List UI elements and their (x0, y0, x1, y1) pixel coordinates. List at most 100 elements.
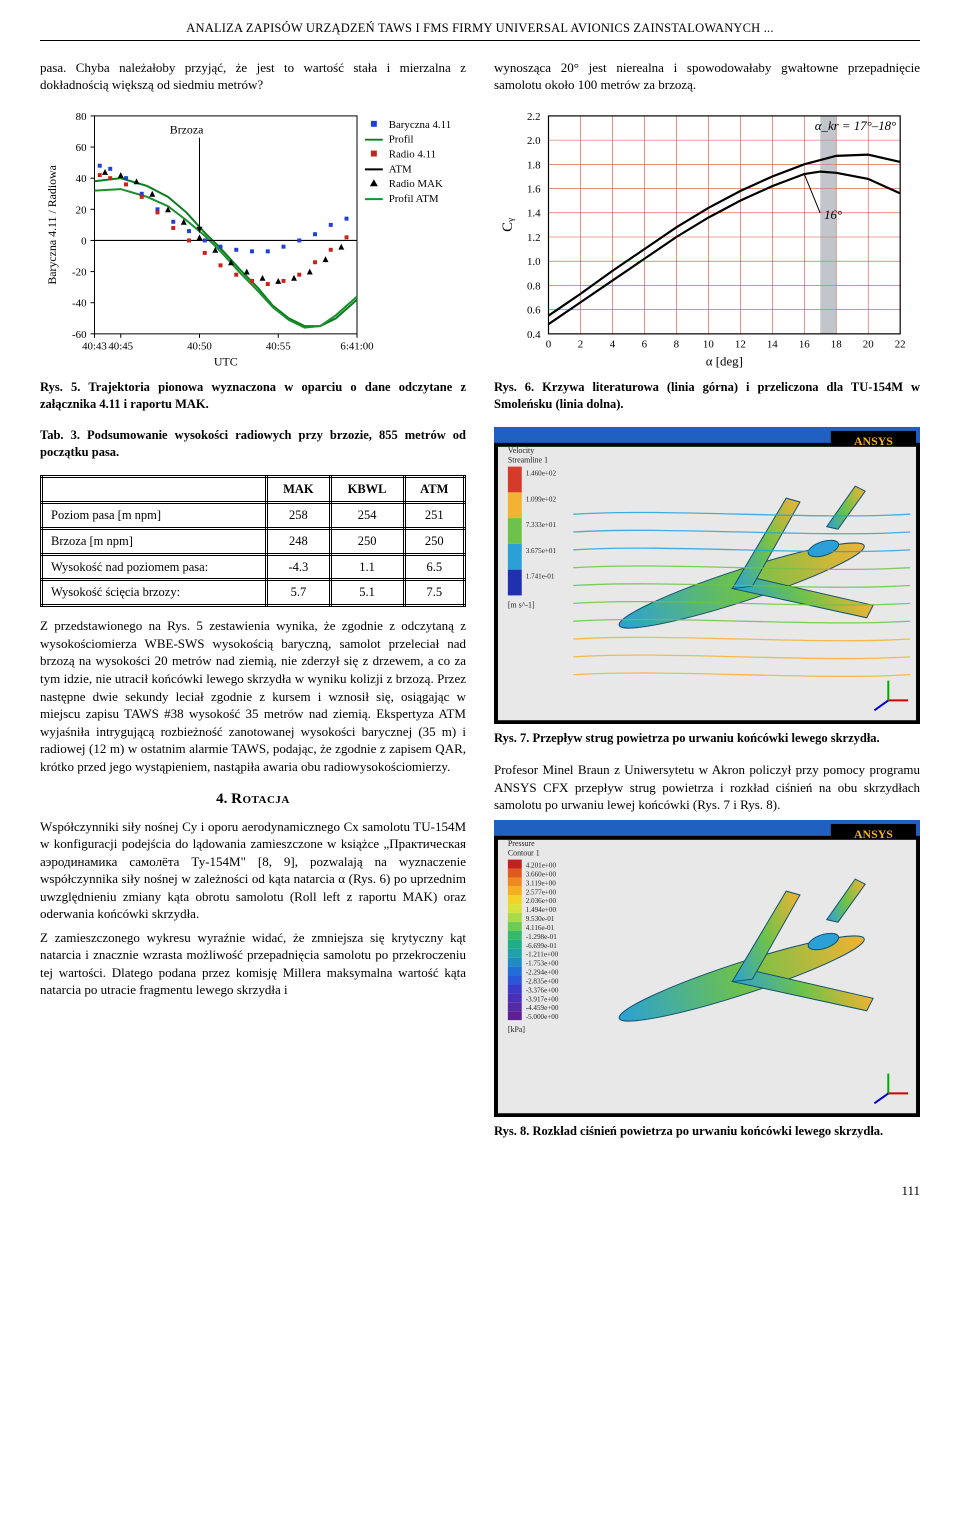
svg-text:4: 4 (610, 339, 616, 351)
fig6-caption: Rys. 6. Krzywa literaturowa (linia górna… (494, 379, 920, 413)
svg-text:Cᵧ: Cᵧ (500, 218, 516, 232)
svg-text:8: 8 (674, 339, 680, 351)
svg-text:-6.699e-01: -6.699e-01 (526, 942, 558, 950)
svg-text:Velocity: Velocity (508, 446, 534, 455)
svg-text:UTC: UTC (214, 355, 238, 369)
svg-text:16°: 16° (824, 208, 842, 222)
svg-text:0: 0 (81, 235, 87, 247)
svg-text:Radio 4.11: Radio 4.11 (389, 148, 436, 160)
svg-text:[m s^-1]: [m s^-1] (508, 601, 535, 610)
svg-text:1.6: 1.6 (527, 183, 541, 195)
svg-text:14: 14 (767, 339, 778, 351)
svg-text:2.036e+00: 2.036e+00 (526, 897, 557, 905)
svg-text:3.119e+00: 3.119e+00 (526, 879, 557, 887)
svg-text:16: 16 (799, 339, 810, 351)
svg-text:-60: -60 (72, 329, 87, 341)
svg-text:1.8: 1.8 (527, 159, 541, 171)
svg-text:-1.298e-01: -1.298e-01 (526, 933, 558, 941)
svg-text:0: 0 (546, 339, 552, 351)
svg-text:6:41:00: 6:41:00 (340, 341, 374, 353)
para-right: Profesor Minel Braun z Uniwersytetu w Ak… (494, 761, 920, 814)
svg-text:-1.753e+00: -1.753e+00 (526, 960, 559, 968)
svg-text:18: 18 (831, 339, 842, 351)
svg-text:1.2: 1.2 (527, 232, 541, 244)
svg-text:ANSYS: ANSYS (854, 827, 893, 841)
svg-text:-2.294e+00: -2.294e+00 (526, 968, 559, 976)
fig8-render: ANSYSNoncommercial use onlyPressureConto… (494, 820, 920, 1117)
table-header: KBWL (330, 476, 404, 502)
svg-text:1.494e+00: 1.494e+00 (526, 906, 557, 914)
svg-text:2.577e+00: 2.577e+00 (526, 888, 557, 896)
svg-text:9.530e-01: 9.530e-01 (526, 915, 555, 923)
table-row: Wysokość ścięcia brzozy:5.75.17.5 (42, 580, 465, 606)
svg-text:1.460e+02: 1.460e+02 (526, 470, 557, 478)
svg-text:α [deg]: α [deg] (706, 355, 743, 369)
svg-text:0.8: 0.8 (527, 280, 541, 292)
para-sec4a: Współczynniki siły nośnej Cy i oporu aer… (40, 818, 466, 923)
svg-text:Profil: Profil (389, 134, 414, 146)
svg-text:Brzoza: Brzoza (170, 123, 204, 137)
svg-text:[kPa]: [kPa] (508, 1025, 525, 1034)
svg-text:-4.459e+00: -4.459e+00 (526, 1004, 559, 1012)
svg-text:40:55: 40:55 (266, 341, 291, 353)
svg-text:6: 6 (642, 339, 648, 351)
svg-text:10: 10 (703, 339, 714, 351)
table-header (42, 476, 267, 502)
svg-text:-3.376e+00: -3.376e+00 (526, 986, 559, 994)
svg-text:4.116e-01: 4.116e-01 (526, 924, 555, 932)
para-sec4b: Z zamieszczonego wykresu wyraźnie widać,… (40, 929, 466, 999)
svg-text:0.4: 0.4 (527, 329, 541, 341)
svg-text:-20: -20 (72, 267, 87, 279)
svg-text:80: 80 (76, 111, 87, 123)
svg-text:Radio MAK: Radio MAK (389, 178, 443, 190)
table-row: Poziom pasa [m npm]258254251 (42, 502, 465, 528)
intro-left: pasa. Chyba należałoby przyjąć, że jest … (40, 59, 466, 94)
svg-text:40:43: 40:43 (82, 341, 107, 353)
tab3-table: MAKKBWLATMPoziom pasa [m npm]258254251Br… (40, 475, 466, 607)
svg-text:40:45: 40:45 (108, 341, 133, 353)
svg-text:2: 2 (578, 339, 583, 351)
table-row: Brzoza [m npm]248250250 (42, 528, 465, 554)
svg-text:40: 40 (76, 173, 87, 185)
svg-text:1.4: 1.4 (527, 208, 541, 220)
svg-text:α_kr = 17°–18°: α_kr = 17°–18° (815, 119, 896, 133)
svg-text:Baryczna 4.11 / Radiowa: Baryczna 4.11 / Radiowa (45, 164, 59, 284)
table-header: ATM (404, 476, 464, 502)
svg-text:ANSYS: ANSYS (854, 434, 893, 448)
svg-text:-1.211e+00: -1.211e+00 (526, 951, 559, 959)
fig7-caption: Rys. 7. Przepływ strug powietrza po urwa… (494, 730, 920, 747)
svg-text:1.0: 1.0 (527, 256, 541, 268)
table-row: Wysokość nad poziomem pasa:-4.31.16.5 (42, 554, 465, 580)
svg-text:12: 12 (735, 339, 746, 351)
svg-text:4.201e+00: 4.201e+00 (526, 861, 557, 869)
table-header: MAK (267, 476, 330, 502)
tab3-caption: Tab. 3. Podsumowanie wysokości radiowych… (40, 427, 466, 461)
fig8-caption: Rys. 8. Rozkład ciśnień powietrza po urw… (494, 1123, 920, 1140)
svg-text:3.660e+00: 3.660e+00 (526, 870, 557, 878)
svg-text:2.2: 2.2 (527, 111, 541, 123)
svg-text:22: 22 (895, 339, 906, 351)
svg-text:7.333e+01: 7.333e+01 (526, 521, 557, 529)
svg-text:1.099e+02: 1.099e+02 (526, 496, 557, 504)
svg-text:3.675e+01: 3.675e+01 (526, 547, 557, 555)
fig5-caption: Rys. 5. Trajektoria pionowa wyznaczona w… (40, 379, 466, 413)
figures-row-1: -60-40-2002040608040:4340:4540:5040:556:… (40, 100, 920, 1154)
page-header: ANALIZA ZAPISÓW URZĄDZEŃ TAWS I FMS FIRM… (40, 20, 920, 41)
svg-text:Contour 1: Contour 1 (508, 849, 540, 858)
svg-text:ATM: ATM (389, 163, 412, 175)
para-left: Z przedstawionego na Rys. 5 zestawienia … (40, 617, 466, 775)
intro-row: pasa. Chyba należałoby przyjąć, że jest … (40, 59, 920, 100)
svg-text:2.0: 2.0 (527, 135, 541, 147)
svg-text:20: 20 (76, 204, 87, 216)
svg-text:20: 20 (863, 339, 874, 351)
intro-right: wynosząca 20° jest nierealna i spowodowa… (494, 59, 920, 94)
section-4-head: 4. Rotacja (40, 789, 466, 809)
svg-text:-3.917e+00: -3.917e+00 (526, 995, 559, 1003)
fig6-chart: 02468101214161820220.40.60.81.01.21.41.6… (494, 106, 920, 373)
svg-text:Pressure: Pressure (508, 839, 535, 848)
svg-text:-5.000e+00: -5.000e+00 (526, 1013, 559, 1021)
svg-text:40:50: 40:50 (187, 341, 212, 353)
svg-text:Streamline 1: Streamline 1 (508, 456, 548, 465)
svg-text:Baryczna 4.11: Baryczna 4.11 (389, 119, 451, 131)
svg-text:-40: -40 (72, 298, 87, 310)
